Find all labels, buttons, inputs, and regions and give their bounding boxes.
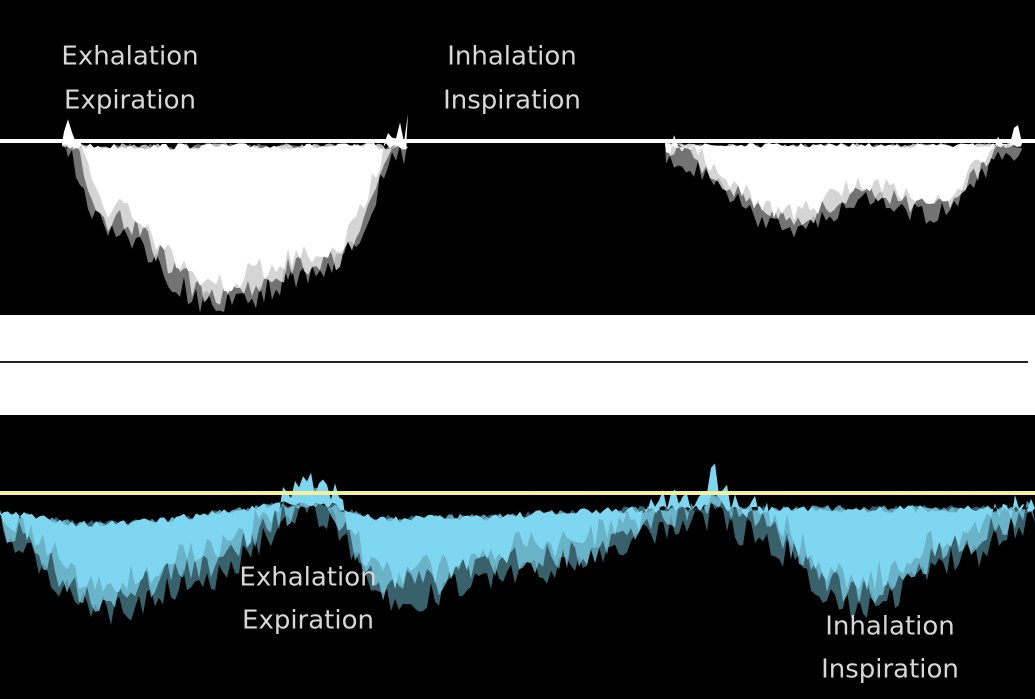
waveforms [0, 113, 1035, 626]
waveform [665, 125, 1022, 221]
label: Inhalation [825, 612, 955, 642]
waveform [0, 463, 1035, 592]
label: Inspiration [443, 86, 581, 116]
label: Expiration [64, 86, 196, 116]
separator [0, 315, 1035, 415]
waveform [62, 113, 408, 292]
label: Exhalation [61, 42, 198, 72]
label: Expiration [242, 606, 374, 636]
label: Exhalation [239, 563, 376, 593]
label: Inhalation [447, 42, 577, 72]
label: Inspiration [821, 655, 959, 685]
